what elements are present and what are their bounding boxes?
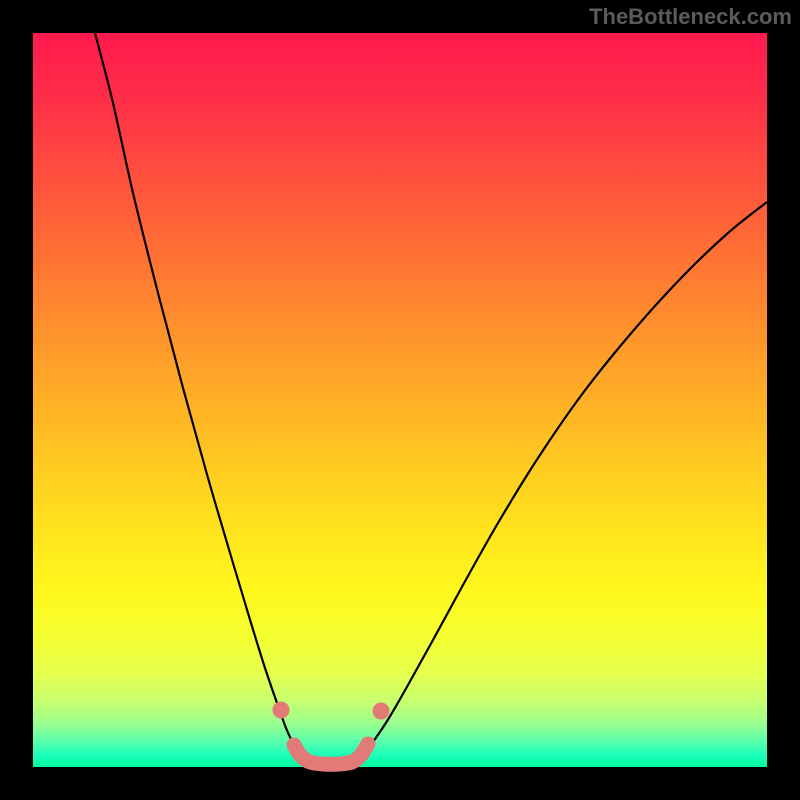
- chart-frame: TheBottleneck.com: [0, 0, 800, 800]
- highlight-end-dot-2: [373, 703, 390, 720]
- watermark-text: TheBottleneck.com: [589, 4, 792, 30]
- chart-svg: [0, 0, 800, 800]
- highlight-end-dot-1: [273, 702, 290, 719]
- plot-background: [33, 33, 767, 767]
